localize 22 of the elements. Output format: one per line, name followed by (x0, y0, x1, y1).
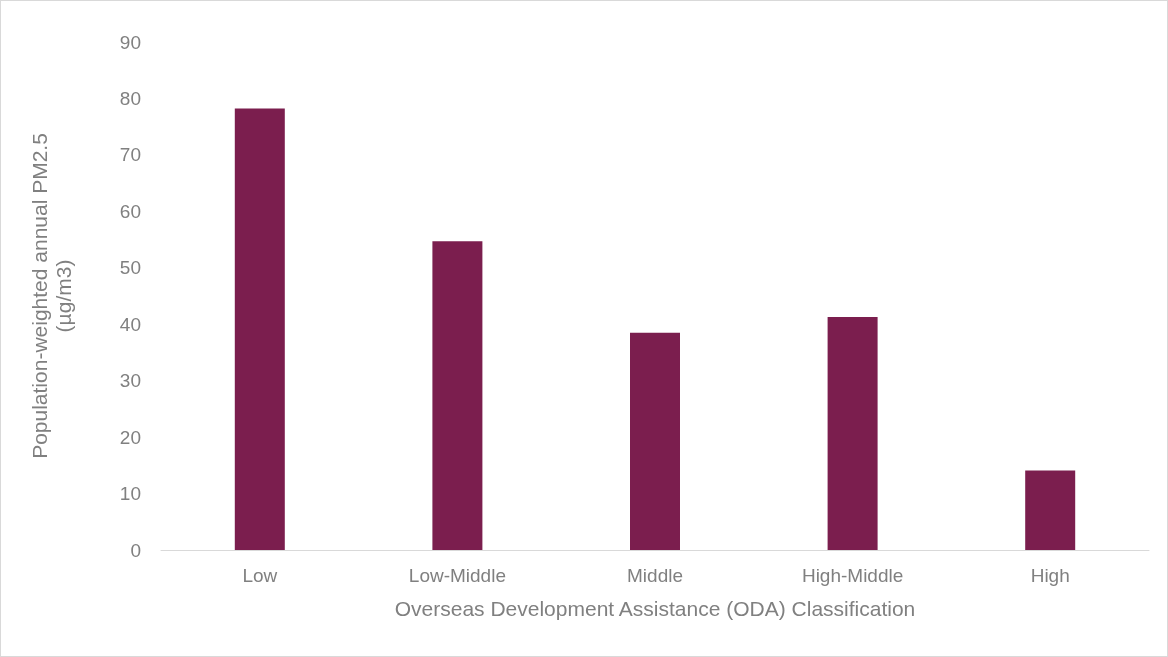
y-tick-label: 60 (119, 200, 141, 222)
y-tick-label: 80 (119, 87, 141, 109)
bar (630, 332, 680, 550)
x-axis-title: Overseas Development Assistance (ODA) Classification (394, 597, 916, 620)
y-tick-label: 0 (130, 539, 141, 561)
bar (234, 108, 285, 550)
bar (1025, 470, 1076, 550)
y-tick-label: 10 (119, 483, 141, 505)
bar (827, 316, 878, 550)
y-tick-label: 20 (119, 426, 141, 448)
x-tick-label: Middle (627, 565, 683, 586)
y-axis-title: Population-weighted annual PM2.5 (µg/m3) (27, 133, 75, 459)
x-tick-label: High-Middle (801, 565, 904, 586)
x-tick-label: Low-Middle (408, 565, 506, 586)
y-tick-label: 70 (119, 144, 141, 166)
y-tick-label: 50 (119, 257, 141, 279)
y-tick-label: 30 (119, 370, 141, 392)
y-tick-label: 90 (119, 31, 141, 53)
bar (432, 241, 483, 550)
x-tick-label: Low (242, 565, 278, 586)
x-tick-label: High (1030, 565, 1070, 586)
y-tick-label: 40 (119, 313, 141, 335)
